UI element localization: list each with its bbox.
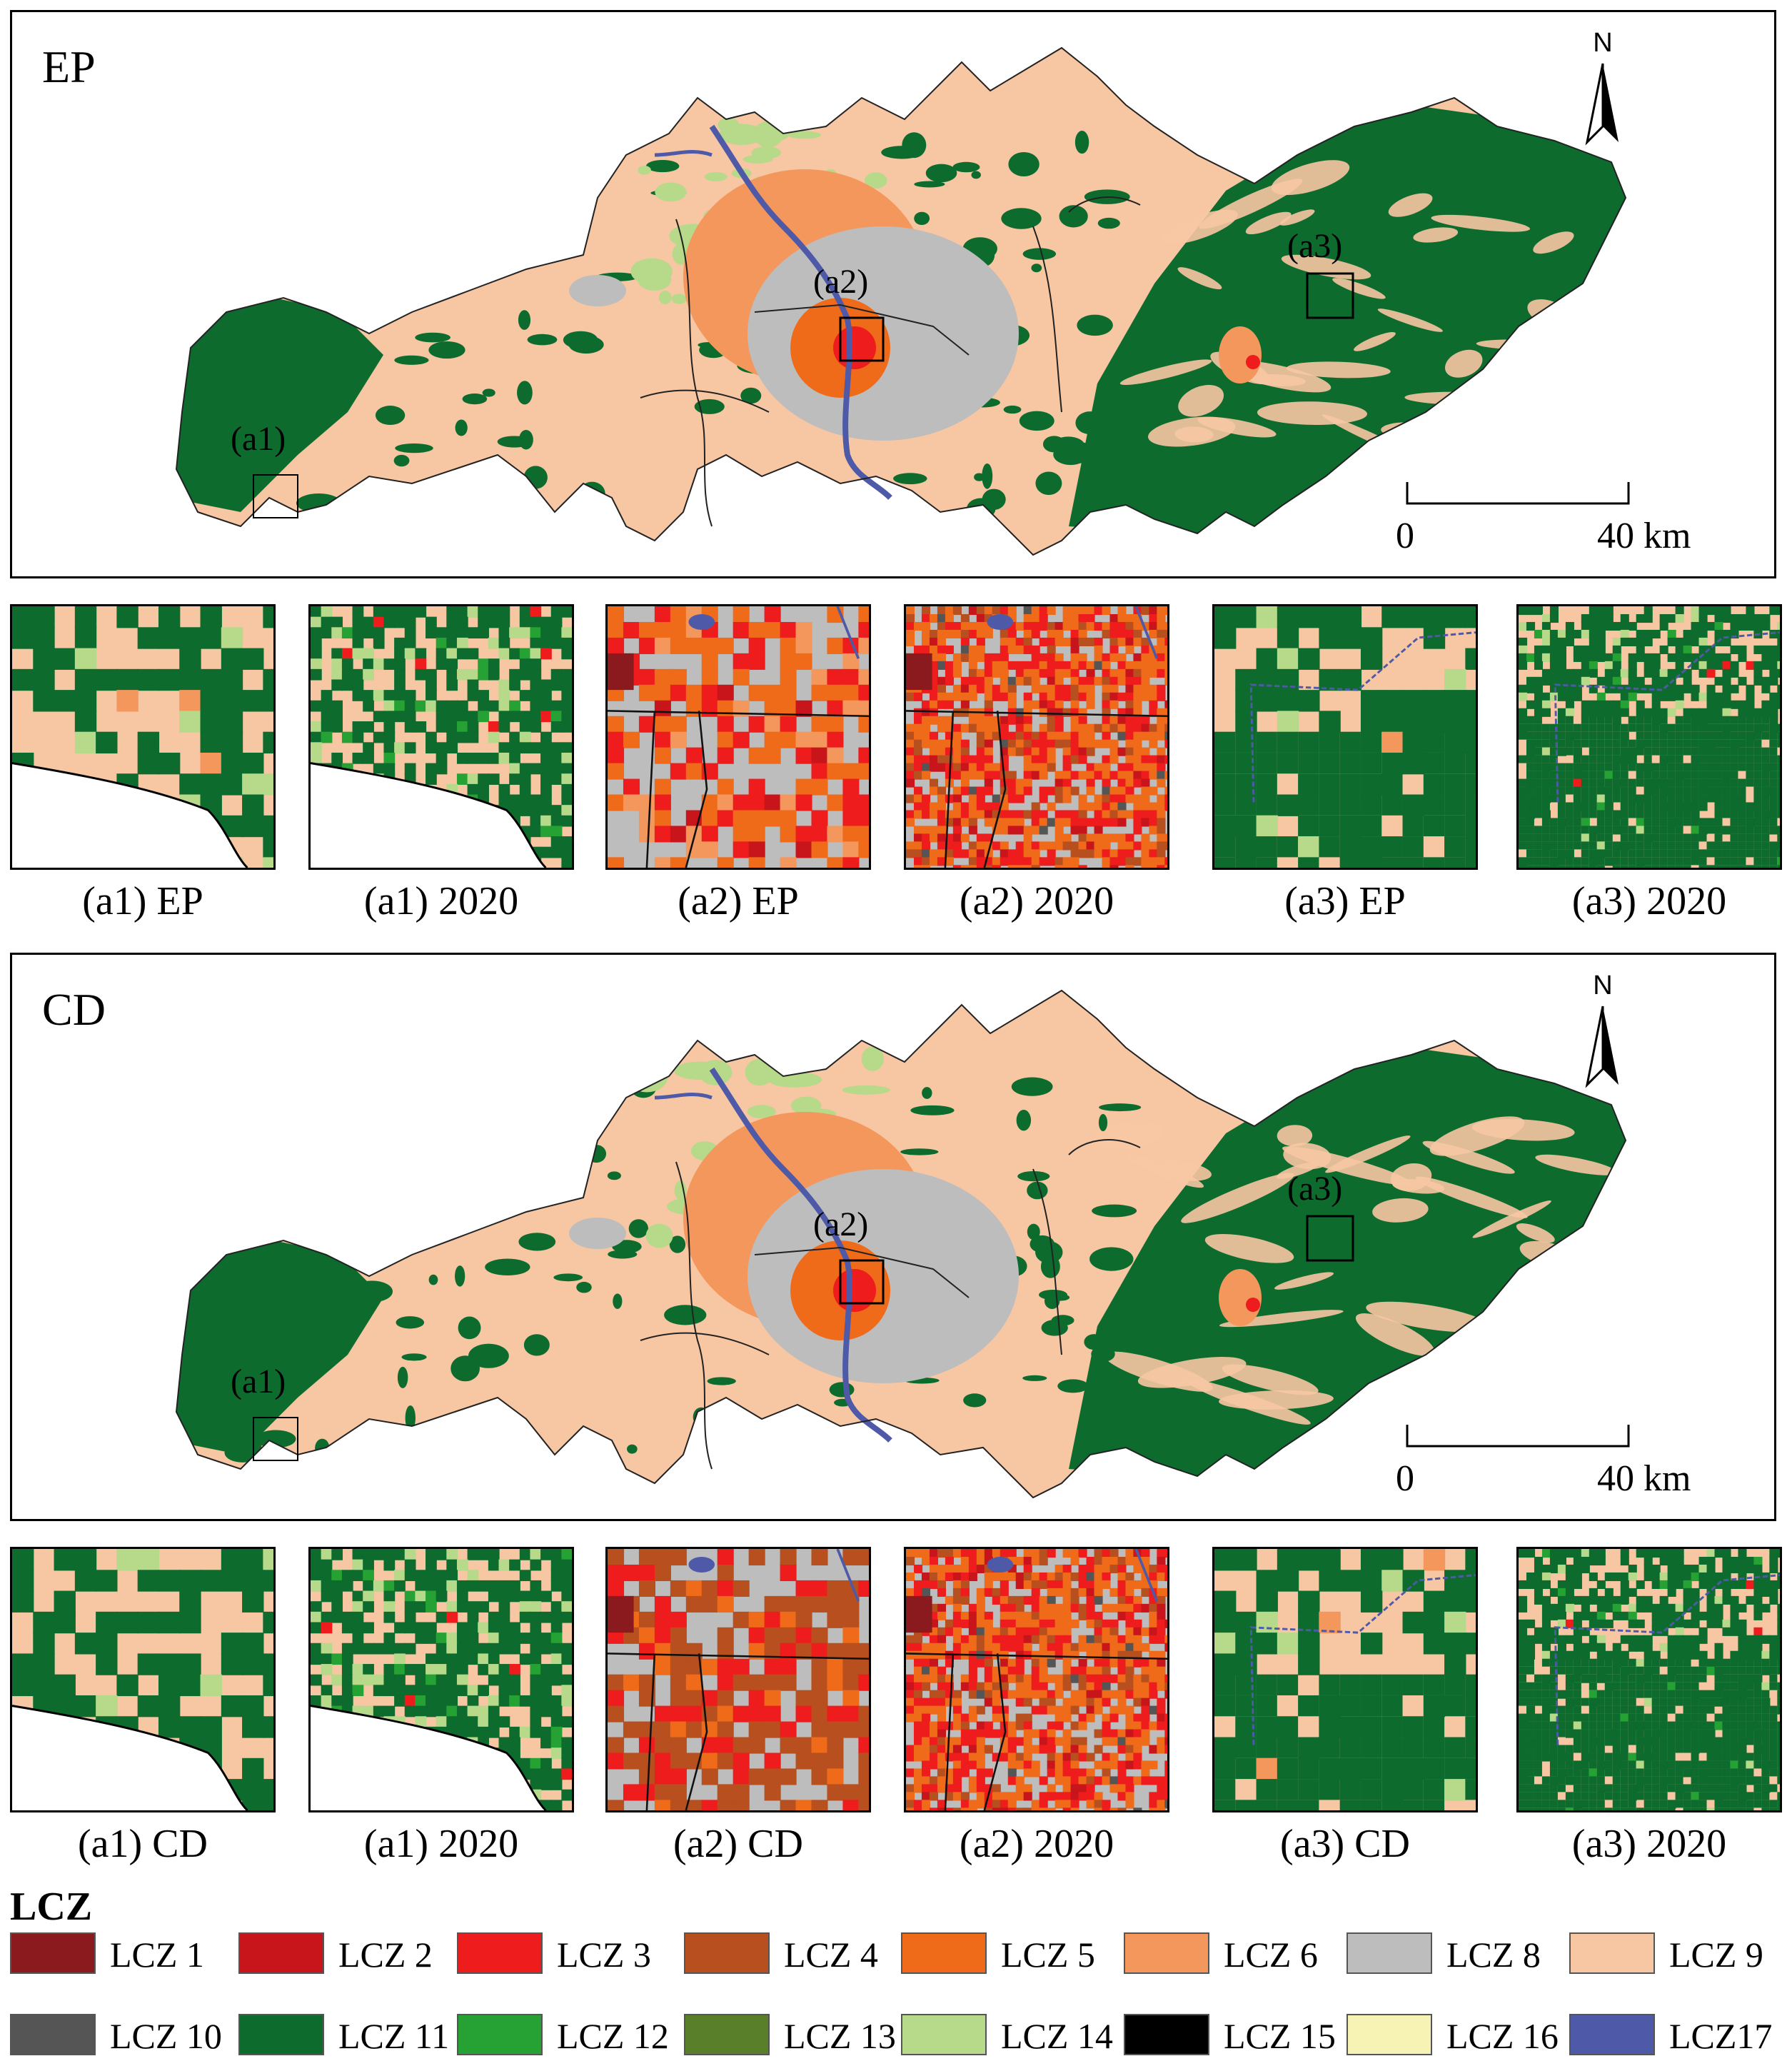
inset-caption: (a1) CD — [78, 1822, 208, 1866]
inset-a3-ep — [1212, 604, 1478, 870]
legend-label: LCZ 6 — [1224, 1935, 1318, 1975]
legend-label: LCZ 9 — [1669, 1935, 1763, 1975]
legend-label: LCZ 15 — [1224, 2016, 1336, 2056]
north-arrow-icon — [1585, 63, 1619, 146]
marker-a2-label: (a2) — [813, 263, 869, 301]
panel-title: EP — [42, 41, 96, 92]
north-label: N — [1593, 28, 1613, 58]
inset-caption: (a3) 2020 — [1571, 1822, 1727, 1866]
marker-a3-label: (a3) — [1287, 227, 1343, 265]
legend-swatch — [238, 2014, 324, 2055]
inset-a3-2020 — [1516, 604, 1782, 870]
legend-swatch — [1569, 2014, 1655, 2055]
inset-caption: (a3) EP — [1284, 879, 1406, 923]
map-panel-ep: EP N 0 40 km (a1) (a2) (a3) — [10, 10, 1776, 578]
region-map — [175, 46, 1627, 556]
legend-swatch — [1124, 2014, 1209, 2055]
legend-swatch — [1346, 2014, 1432, 2055]
scale-end-label: 40 km — [1597, 516, 1691, 556]
inset-a2-cd — [605, 1547, 871, 1812]
marker-a2-label: (a2) — [813, 1205, 869, 1243]
legend-label: LCZ 3 — [557, 1935, 651, 1975]
legend-swatch — [1124, 1932, 1209, 1974]
legend-label: LCZ 4 — [784, 1935, 878, 1975]
legend-swatch — [1569, 1932, 1655, 1974]
inset-a1-2020 — [308, 1547, 574, 1812]
inset-caption: (a1) 2020 — [363, 1822, 519, 1866]
inset-caption: (a3) 2020 — [1571, 879, 1727, 923]
inset-a1-ep — [10, 604, 276, 870]
legend-label: LCZ 8 — [1446, 1935, 1541, 1975]
inset-caption: (a1) EP — [82, 879, 203, 923]
inset-caption: (a2) 2020 — [959, 879, 1114, 923]
inset-a2-2020 — [904, 604, 1169, 870]
legend-swatch — [684, 1932, 770, 1974]
legend-swatch — [901, 1932, 987, 1974]
legend-label: LCZ 12 — [557, 2016, 669, 2056]
legend-label: LCZ 16 — [1446, 2016, 1559, 2056]
inset-caption: (a2) 2020 — [959, 1822, 1114, 1866]
scale-end-label: 40 km — [1597, 1458, 1691, 1499]
marker-a3-label: (a3) — [1287, 1170, 1343, 1208]
legend-label: LCZ 11 — [338, 2016, 450, 2056]
legend-label: LCZ 2 — [338, 1935, 433, 1975]
legend-swatch — [457, 2014, 543, 2055]
inset-a3-cd — [1212, 1547, 1478, 1812]
scale-start-label: 0 — [1396, 1458, 1414, 1499]
legend-swatch — [901, 2014, 987, 2055]
legend-swatch — [684, 2014, 770, 2055]
inset-a2-ep — [605, 604, 871, 870]
inset-a1-cd — [10, 1547, 276, 1812]
legend-title: LCZ — [10, 1885, 93, 1929]
panel-title: CD — [42, 984, 106, 1035]
north-label: N — [1593, 971, 1613, 1001]
inset-a3-2020 — [1516, 1547, 1782, 1812]
scale-bar: 0 40 km — [1396, 475, 1691, 561]
north-arrow-icon — [1585, 1006, 1619, 1088]
legend-swatch — [10, 1932, 96, 1974]
legend-swatch — [1346, 1932, 1432, 1974]
inset-a2-2020 — [904, 1547, 1169, 1812]
inset-caption: (a3) CD — [1280, 1822, 1410, 1866]
inset-caption: (a1) 2020 — [363, 879, 519, 923]
scale-start-label: 0 — [1396, 516, 1414, 556]
marker-a1-label: (a1) — [231, 420, 286, 458]
north-arrow: N — [1574, 971, 1631, 1092]
inset-caption: (a2) EP — [678, 879, 799, 923]
legend-label: LCZ 13 — [784, 2016, 896, 2056]
legend-label: LCZ 14 — [1001, 2016, 1113, 2056]
inset-a1-2020 — [308, 604, 574, 870]
legend-label: LCZ 5 — [1001, 1935, 1095, 1975]
inset-caption: (a2) CD — [673, 1822, 803, 1866]
legend-label: LCZ 1 — [110, 1935, 204, 1975]
legend-label: LCZ 10 — [110, 2016, 222, 2056]
legend-swatch — [238, 1932, 324, 1974]
region-map — [175, 989, 1627, 1499]
legend-swatch — [10, 2014, 96, 2055]
legend-swatch — [457, 1932, 543, 1974]
map-panel-cd: CD N 0 40 km (a1) (a2) (a3) — [10, 953, 1776, 1521]
marker-a1-label: (a1) — [231, 1363, 286, 1400]
legend-label: LCZ17 — [1669, 2016, 1773, 2056]
scale-bar: 0 40 km — [1396, 1418, 1691, 1503]
north-arrow: N — [1574, 28, 1631, 149]
